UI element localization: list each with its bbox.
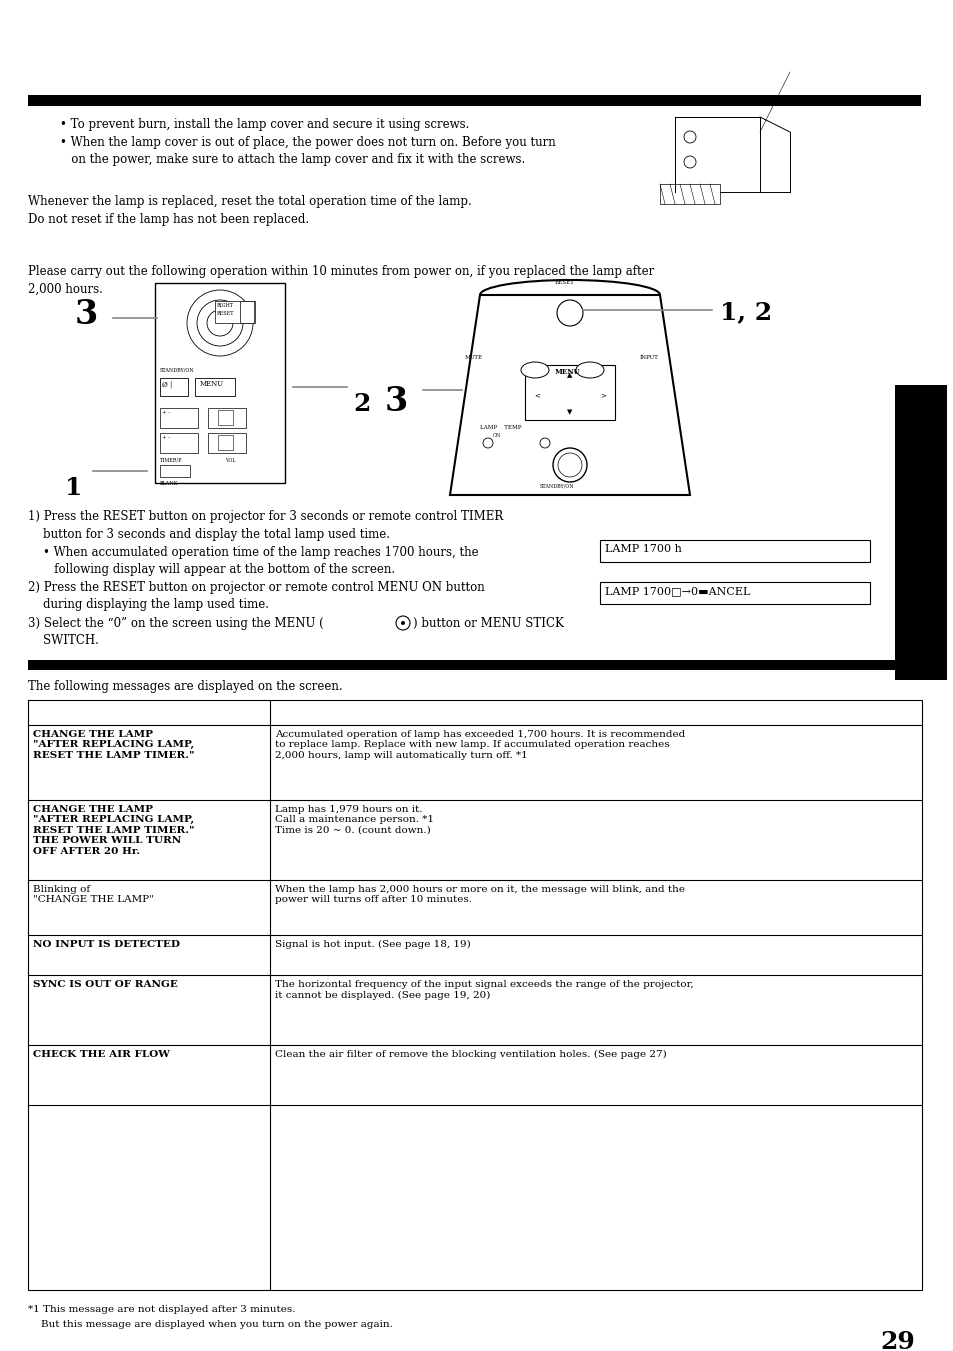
Text: ▼: ▼ [567,409,572,415]
Text: MENU: MENU [555,367,580,376]
Text: following display will appear at the bottom of the screen.: following display will appear at the bot… [28,563,395,576]
Text: STANDBY/ON: STANDBY/ON [539,484,574,488]
Text: When the lamp has 2,000 hours or more on it, the message will blink, and the
pow: When the lamp has 2,000 hours or more on… [274,885,684,904]
Bar [214,301,254,323]
Text: LAMP 1700 h: LAMP 1700 h [604,544,681,554]
Text: Lamp has 1,979 hours on it.
Call a maintenance person. *1
Time is 20 ~ 0. (count: Lamp has 1,979 hours on it. Call a maint… [274,805,434,835]
Bar [154,282,285,484]
Bar [659,184,720,204]
Bar [218,409,233,426]
Text: CHECK THE AIR FLOW: CHECK THE AIR FLOW [33,1050,170,1059]
Text: Ø |: Ø | [162,380,172,388]
Text: MUTE: MUTE [464,355,482,359]
Bar [194,378,234,396]
Text: Whenever the lamp is replaced, reset the total operation time of the lamp.: Whenever the lamp is replaced, reset the… [28,195,471,208]
Text: 2,000 hours.: 2,000 hours. [28,282,103,296]
Text: RESET: RESET [216,311,234,316]
Circle shape [400,621,405,626]
Text: NO INPUT IS DETECTED: NO INPUT IS DETECTED [33,940,180,948]
Text: + -: + - [162,435,170,440]
Text: SYNC IS OUT OF RANGE: SYNC IS OUT OF RANGE [33,979,177,989]
Bar [160,434,198,453]
Text: 3) Select the “0” on the screen using the MENU (: 3) Select the “0” on the screen using th… [28,617,323,630]
Bar [160,408,198,428]
Bar [675,118,760,192]
Bar [160,378,188,396]
Bar [28,95,920,105]
Text: 29: 29 [879,1329,914,1351]
Text: ▲: ▲ [567,372,572,378]
Text: button for 3 seconds and display the total lamp used time.: button for 3 seconds and display the tot… [28,528,390,540]
Text: VOL: VOL [225,458,235,463]
Polygon shape [450,295,689,494]
Bar [160,465,190,477]
Text: Please carry out the following operation within 10 minutes from power on, if you: Please carry out the following operation… [28,265,654,278]
Bar [894,385,946,680]
Text: 3: 3 [385,385,408,417]
Text: But this message are displayed when you turn on the power again.: But this message are displayed when you … [28,1320,393,1329]
Text: TIMER/P: TIMER/P [160,458,182,463]
Text: Do not reset if the lamp has not been replaced.: Do not reset if the lamp has not been re… [28,213,309,226]
Text: LAMP    TEMP: LAMP TEMP [479,426,521,430]
Text: 2) Press the RESET button on projector or remote control MENU ON button: 2) Press the RESET button on projector o… [28,581,484,594]
Text: RESET: RESET [555,280,575,285]
Text: • When accumulated operation time of the lamp reaches 1700 hours, the: • When accumulated operation time of the… [28,546,478,559]
Text: on the power, make sure to attach the lamp cover and fix it with the screws.: on the power, make sure to attach the la… [60,153,525,166]
Text: >: > [599,392,605,399]
Text: ) button or MENU STICK: ) button or MENU STICK [413,617,563,630]
Text: • When the lamp cover is out of place, the power does not turn on. Before you tu: • When the lamp cover is out of place, t… [60,136,556,149]
Bar [208,434,246,453]
Text: ON: ON [493,434,500,438]
Bar [524,365,615,420]
Text: + -: + - [162,409,170,415]
Text: • To prevent burn, install the lamp cover and secure it using screws.: • To prevent burn, install the lamp cove… [60,118,469,131]
Text: SWITCH.: SWITCH. [28,634,99,647]
Text: 3: 3 [75,299,98,331]
Text: MENU: MENU [200,380,224,388]
Text: CHANGE THE LAMP
"AFTER REPLACING LAMP,
RESET THE LAMP TIMER.": CHANGE THE LAMP "AFTER REPLACING LAMP, R… [33,730,194,759]
Bar [240,301,253,323]
Text: during displaying the lamp used time.: during displaying the lamp used time. [28,598,269,611]
Text: Accumulated operation of lamp has exceeded 1,700 hours. It is recommended
to rep: Accumulated operation of lamp has exceed… [274,730,684,759]
Ellipse shape [520,362,548,378]
Text: 1) Press the RESET button on projector for 3 seconds or remote control TIMER: 1) Press the RESET button on projector f… [28,509,503,523]
Ellipse shape [576,362,603,378]
Text: Blinking of
"CHANGE THE LAMP": Blinking of "CHANGE THE LAMP" [33,885,153,904]
Text: The horizontal frequency of the input signal exceeds the range of the projector,: The horizontal frequency of the input si… [274,979,693,1000]
Text: 1, 2: 1, 2 [720,300,771,324]
Text: Clean the air filter of remove the blocking ventilation holes. (See page 27): Clean the air filter of remove the block… [274,1050,666,1059]
Bar [599,540,869,562]
Text: STANDBY/ON: STANDBY/ON [160,367,194,373]
Bar [28,700,921,1290]
Bar [218,435,233,450]
Bar [208,408,246,428]
Text: *1 This message are not displayed after 3 minutes.: *1 This message are not displayed after … [28,1305,295,1315]
Text: Signal is hot input. (See page 18, 19): Signal is hot input. (See page 18, 19) [274,940,470,950]
Text: BLANK: BLANK [160,481,178,486]
Bar [28,661,920,670]
Text: 1: 1 [65,476,82,500]
Text: <: < [534,392,539,399]
Text: RIGHT: RIGHT [216,303,233,308]
Bar [599,582,869,604]
Text: INPUT: INPUT [639,355,659,359]
Text: The following messages are displayed on the screen.: The following messages are displayed on … [28,680,342,693]
Text: LAMP 1700□→0▬ANCEL: LAMP 1700□→0▬ANCEL [604,586,750,596]
Text: 2: 2 [353,392,370,416]
Text: CHANGE THE LAMP
"AFTER REPLACING LAMP,
RESET THE LAMP TIMER."
THE POWER WILL TUR: CHANGE THE LAMP "AFTER REPLACING LAMP, R… [33,805,194,855]
